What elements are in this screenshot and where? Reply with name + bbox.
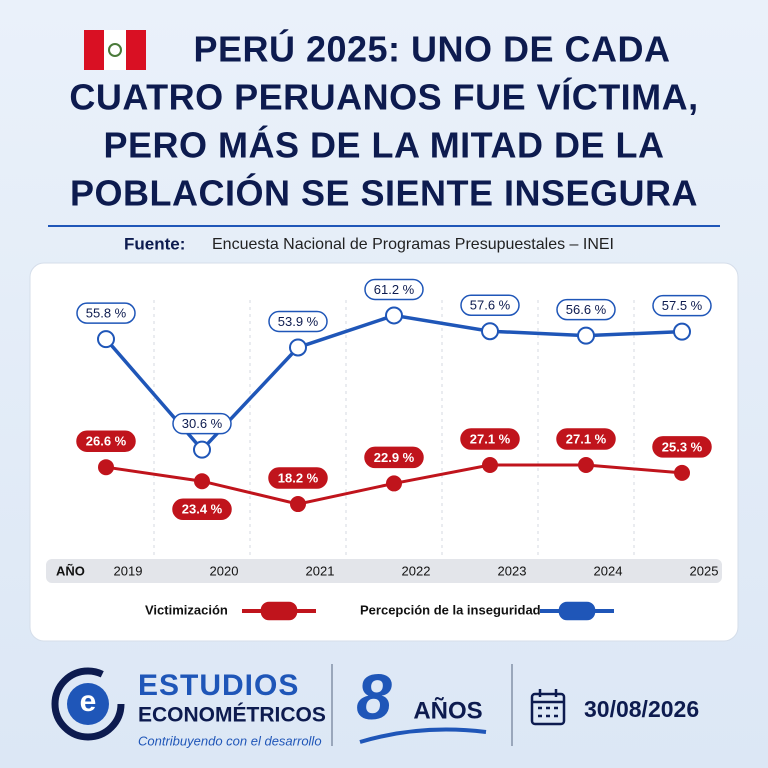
x-tick-label: 2019 — [114, 563, 143, 578]
value-label: 61.2 % — [374, 282, 415, 297]
legend-label: Victimización — [145, 602, 228, 617]
value-label-box — [268, 467, 328, 489]
chart: 2019 2020 2021 2022 2023 2024 2025 AÑO 26.6 % 23.… — [56, 278, 719, 621]
brand-line: ECONOMÉTRICOS — [138, 704, 326, 727]
point — [481, 322, 499, 341]
point — [578, 457, 594, 473]
value-label-box — [460, 294, 520, 316]
years-word: AÑOS — [413, 696, 482, 724]
svg-text:e: e — [80, 685, 97, 718]
point — [674, 464, 690, 481]
date: 30/08/2026 — [584, 696, 699, 722]
value-label-box — [556, 428, 616, 450]
x-axis-label: AÑO — [56, 563, 85, 578]
tagline: Contribuyendo con el desarrollo — [138, 733, 322, 748]
value-label-box — [652, 436, 712, 458]
value-label-box — [652, 294, 712, 317]
value-label: 18.2 % — [278, 470, 319, 485]
value-label: 22.9 % — [374, 450, 415, 465]
value-label: 53.9 % — [278, 314, 319, 329]
source-label: Fuente: — [124, 234, 185, 253]
title-line: CUATRO PERUANOS FUE VÍCTIMA, — [69, 77, 698, 118]
point — [482, 457, 498, 473]
logo: e — [51, 667, 125, 741]
point — [290, 496, 306, 513]
legend-label: Percepción de la inseguridad — [360, 602, 541, 617]
x-tick-label: 2023 — [498, 563, 527, 578]
x-tick-label: 2025 — [690, 563, 719, 578]
x-tick-label: 2020 — [210, 563, 239, 578]
value-label-box — [76, 302, 136, 324]
value-label: 57.5 % — [662, 298, 703, 313]
point — [385, 306, 403, 325]
brand-line: ESTUDIOS — [138, 669, 299, 702]
x-tick-label: 2024 — [594, 563, 623, 578]
value-label-box — [172, 498, 232, 520]
value-label-box — [364, 278, 424, 301]
point — [289, 338, 307, 357]
value-label: 25.3 % — [662, 439, 703, 454]
value-label: 27.1 % — [566, 431, 607, 446]
legend-swatch — [558, 601, 596, 621]
value-label: 23.4 % — [182, 502, 223, 517]
point — [577, 326, 595, 345]
value-label: 26.6 % — [86, 434, 127, 449]
value-label: 55.8 % — [86, 306, 127, 321]
point — [673, 322, 691, 341]
value-label-box — [364, 446, 424, 469]
value-label-box — [76, 430, 136, 452]
value-label-box — [172, 412, 232, 435]
legend-swatch — [260, 601, 298, 621]
swoosh — [359, 727, 487, 744]
title-line: PERÚ 2025: UNO DE CADA — [193, 28, 670, 70]
point — [98, 459, 114, 476]
point — [194, 473, 210, 490]
title-line: PERO MÁS DE LA MITAD DE LA — [104, 125, 665, 166]
point — [97, 330, 115, 349]
title-line: POBLACIÓN SE SIENTE INSEGURA — [70, 172, 698, 214]
x-tick-label: 2022 — [402, 563, 431, 578]
flag — [84, 30, 146, 70]
year-band — [46, 559, 722, 583]
point — [386, 475, 402, 492]
source: Encuesta Nacional de Programas Presupues… — [212, 236, 614, 253]
years-number: 8 — [356, 661, 392, 733]
value-label-box — [268, 310, 328, 333]
value-label-box — [460, 428, 520, 450]
value-label: 57.6 % — [470, 298, 511, 313]
x-tick-label: 2021 — [306, 563, 335, 578]
value-label-box — [556, 298, 616, 321]
value-label: 27.1 % — [470, 431, 511, 446]
value-label: 30.6 % — [182, 416, 223, 431]
value-label: 56.6 % — [566, 302, 607, 317]
calendar-icon — [530, 689, 566, 726]
point — [193, 440, 211, 459]
